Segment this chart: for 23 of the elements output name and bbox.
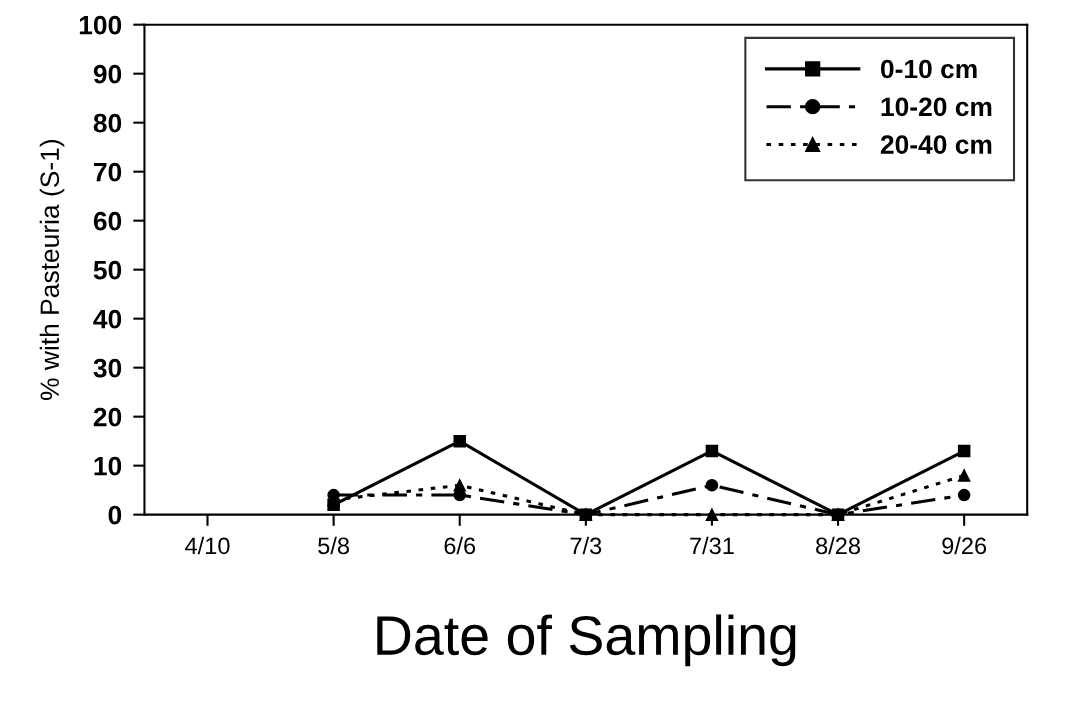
y-tick-label: 10 <box>94 456 122 476</box>
legend-label: 10-20 cm <box>881 97 992 117</box>
y-tick-label: 90 <box>93 64 122 84</box>
legend-label: 20-40 cm <box>880 135 992 154</box>
y-axis-title: % with Pasteuria (S-1) <box>39 140 65 400</box>
y-tick-label: 70 <box>94 162 122 182</box>
y-tick-label: 30 <box>93 358 122 378</box>
y-tick-label: 0 <box>108 505 122 525</box>
x-tick-label: 6/6 <box>444 536 476 555</box>
x-tick-label: 9/26 <box>942 536 987 555</box>
x-tick-label: 5/8 <box>318 536 349 555</box>
y-tick-label: 80 <box>93 113 122 133</box>
y-tick-label: 100 <box>79 15 122 35</box>
x-tick-label: 4/10 <box>185 536 230 555</box>
x-axis-title: Date of Sampling <box>377 614 796 667</box>
y-tick-label: 20 <box>93 407 122 427</box>
x-tick-label: 7/31 <box>690 536 734 555</box>
legend-label: 0-10 cm <box>880 59 977 79</box>
y-tick-label: 60 <box>93 211 122 231</box>
y-tick-label: 50 <box>93 260 122 280</box>
y-tick-label: 40 <box>93 309 122 329</box>
x-tick-label: 8/28 <box>816 536 860 555</box>
x-tick-label: 7/3 <box>570 536 602 555</box>
